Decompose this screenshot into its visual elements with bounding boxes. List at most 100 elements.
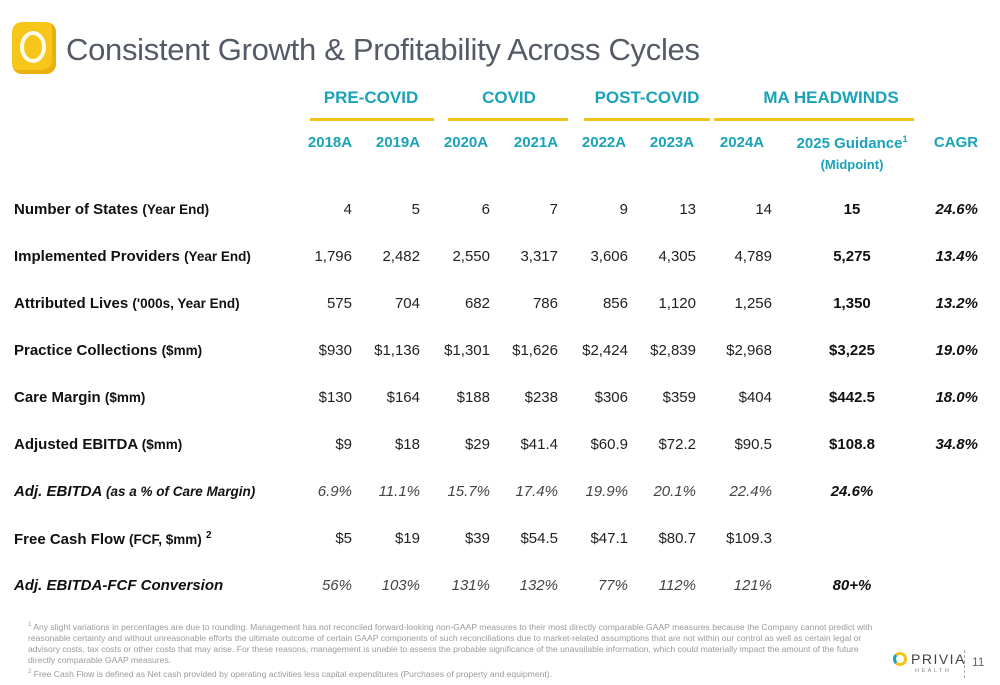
table-cell: $1,136 <box>374 342 420 359</box>
footnotes: 1 Any slight variations in percentages a… <box>28 620 878 680</box>
table-cell: $164 <box>386 389 420 406</box>
table-cell: $238 <box>524 389 558 406</box>
table-cell: $1,626 <box>512 342 558 359</box>
table-cell: 14 <box>755 201 772 218</box>
year-header: 2020A <box>443 134 489 151</box>
page-title: Consistent Growth & Profitability Across… <box>66 32 700 67</box>
row-label-text: Number of States <box>14 201 139 218</box>
table-cell: 20.1% <box>653 483 696 500</box>
table-cell: $5 <box>335 530 352 547</box>
table-cell: $404 <box>738 389 772 406</box>
table-cell: $188 <box>456 389 490 406</box>
table-cell: 2,550 <box>452 248 490 265</box>
cagr-cell: 13.4% <box>935 248 978 265</box>
table-cell: 786 <box>532 295 558 312</box>
brand-name: PRIVIA <box>911 651 966 667</box>
row-label: Care Margin ($mm) <box>14 389 145 406</box>
table-cell: $19 <box>394 530 420 547</box>
table-cell: $72.2 <box>658 436 696 453</box>
footnote-2: 2 Free Cash Flow is defined as Net cash … <box>28 667 878 680</box>
table-cell: $2,424 <box>582 342 628 359</box>
guidance-cell: 80+% <box>832 577 872 594</box>
guidance-header: 2025 Guidance1 <box>784 134 920 152</box>
table-cell: 7 <box>549 201 558 218</box>
row-label-qualifier: (Year End) <box>142 202 210 217</box>
guidance-cell: 15 <box>843 201 861 218</box>
table-cell: 4,305 <box>658 248 696 265</box>
footnote-2-marker: 2 <box>28 668 32 675</box>
table-cell: 856 <box>602 295 628 312</box>
guidance-cell: $442.5 <box>829 389 875 406</box>
year-header: 2019A <box>375 134 421 151</box>
table-cell: 6 <box>481 201 490 218</box>
row-label-text: Adjusted EBITDA <box>14 436 138 453</box>
table-cell: 1,120 <box>658 295 696 312</box>
table-row: Practice Collections ($mm) $930 $1,136 $1,3… <box>0 342 1000 372</box>
table-cell: 1,796 <box>314 248 352 265</box>
row-label: Free Cash Flow (FCF, $mm) 2 <box>14 530 212 548</box>
year-header: 2024A <box>719 134 765 151</box>
row-label-qualifier: ($mm) <box>161 343 203 358</box>
table-cell: 4,789 <box>734 248 772 265</box>
row-label-text: Practice Collections <box>14 342 158 359</box>
table-cell: $39 <box>464 530 490 547</box>
footnote-1-text: Any slight variations in percentages are… <box>28 621 873 666</box>
table-row: Free Cash Flow (FCF, $mm) 2 $5 $19 $39 $54.5… <box>0 530 1000 560</box>
guidance-cell: 24.6% <box>830 483 874 500</box>
table-cell: $47.1 <box>590 530 628 547</box>
era-ma-headwinds-underline <box>714 118 914 121</box>
table-cell: 1,256 <box>734 295 772 312</box>
table-cell: 132% <box>519 577 558 594</box>
brand-tagline: HEALTH <box>915 668 952 674</box>
era-pre-covid-underline <box>310 118 434 121</box>
brand-logo: PRIVIA HEALTH <box>893 649 966 679</box>
guidance-cell: $108.8 <box>829 436 875 453</box>
table-cell: $90.5 <box>734 436 772 453</box>
row-label: Implemented Providers (Year End) <box>14 248 251 265</box>
footnote-1: 1 Any slight variations in percentages a… <box>28 620 878 667</box>
guidance-header-footnote: 1 <box>902 134 908 144</box>
table-cell: 682 <box>464 295 490 312</box>
era-covid: COVID <box>482 88 536 107</box>
row-label-qualifier: (FCF, $mm) <box>129 532 202 547</box>
privia-circle-icon <box>893 652 907 666</box>
row-label-qualifier: (Year End) <box>184 249 251 264</box>
table-cell: 15.7% <box>447 483 490 500</box>
table-cell: $930 <box>318 342 352 359</box>
table-cell: 3,606 <box>590 248 628 265</box>
row-label-text: Attributed Lives <box>14 295 129 312</box>
row-label-qualifier: (as a % of Care Margin) <box>105 484 256 499</box>
guidance-cell: 1,350 <box>833 295 871 312</box>
guidance-header-sub: (Midpoint) <box>820 157 884 172</box>
year-header: 2022A <box>581 134 627 151</box>
table-cell: $41.4 <box>520 436 558 453</box>
cagr-header: CAGR <box>933 134 979 151</box>
table-cell: $1,301 <box>444 342 490 359</box>
table-cell: 77% <box>597 577 628 594</box>
era-post-covid: POST-COVID <box>594 88 700 107</box>
table-cell: 4 <box>343 201 352 218</box>
table-row: Implemented Providers (Year End) 1,796 2,4… <box>0 248 1000 278</box>
row-label-qualifier: ('000s, Year End) <box>132 296 240 311</box>
table-cell: 56% <box>321 577 352 594</box>
table-row: Adj. EBITDA (as a % of Care Margin) 6.9% 1… <box>0 483 1000 513</box>
table-row: Number of States (Year End) 4 5 6 7 9 13 14 15 24… <box>0 201 1000 231</box>
table-cell: 121% <box>733 577 772 594</box>
table-cell: 2,482 <box>382 248 420 265</box>
row-label-qualifier: ($mm) <box>141 437 183 452</box>
year-header: 2021A <box>513 134 559 151</box>
table-cell: 19.9% <box>585 483 628 500</box>
year-header: 2018A <box>307 134 353 151</box>
row-label: Adjusted EBITDA ($mm) <box>14 436 182 453</box>
footnote-2-text: Free Cash Flow is defined as Net cash pr… <box>33 668 553 679</box>
table-cell: $80.7 <box>658 530 696 547</box>
row-label: Practice Collections ($mm) <box>14 342 202 359</box>
guidance-cell: $3,225 <box>829 342 875 359</box>
cagr-cell: 18.0% <box>935 389 978 406</box>
table-cell: $9 <box>335 436 352 453</box>
table-row: Adj. EBITDA-FCF Conversion 56% 103% 131% 132… <box>0 577 1000 607</box>
table-cell: 22.4% <box>729 483 772 500</box>
era-pre-covid: PRE-COVID <box>323 88 419 107</box>
table-cell: $109.3 <box>726 530 772 547</box>
era-post-covid-underline <box>584 118 710 121</box>
